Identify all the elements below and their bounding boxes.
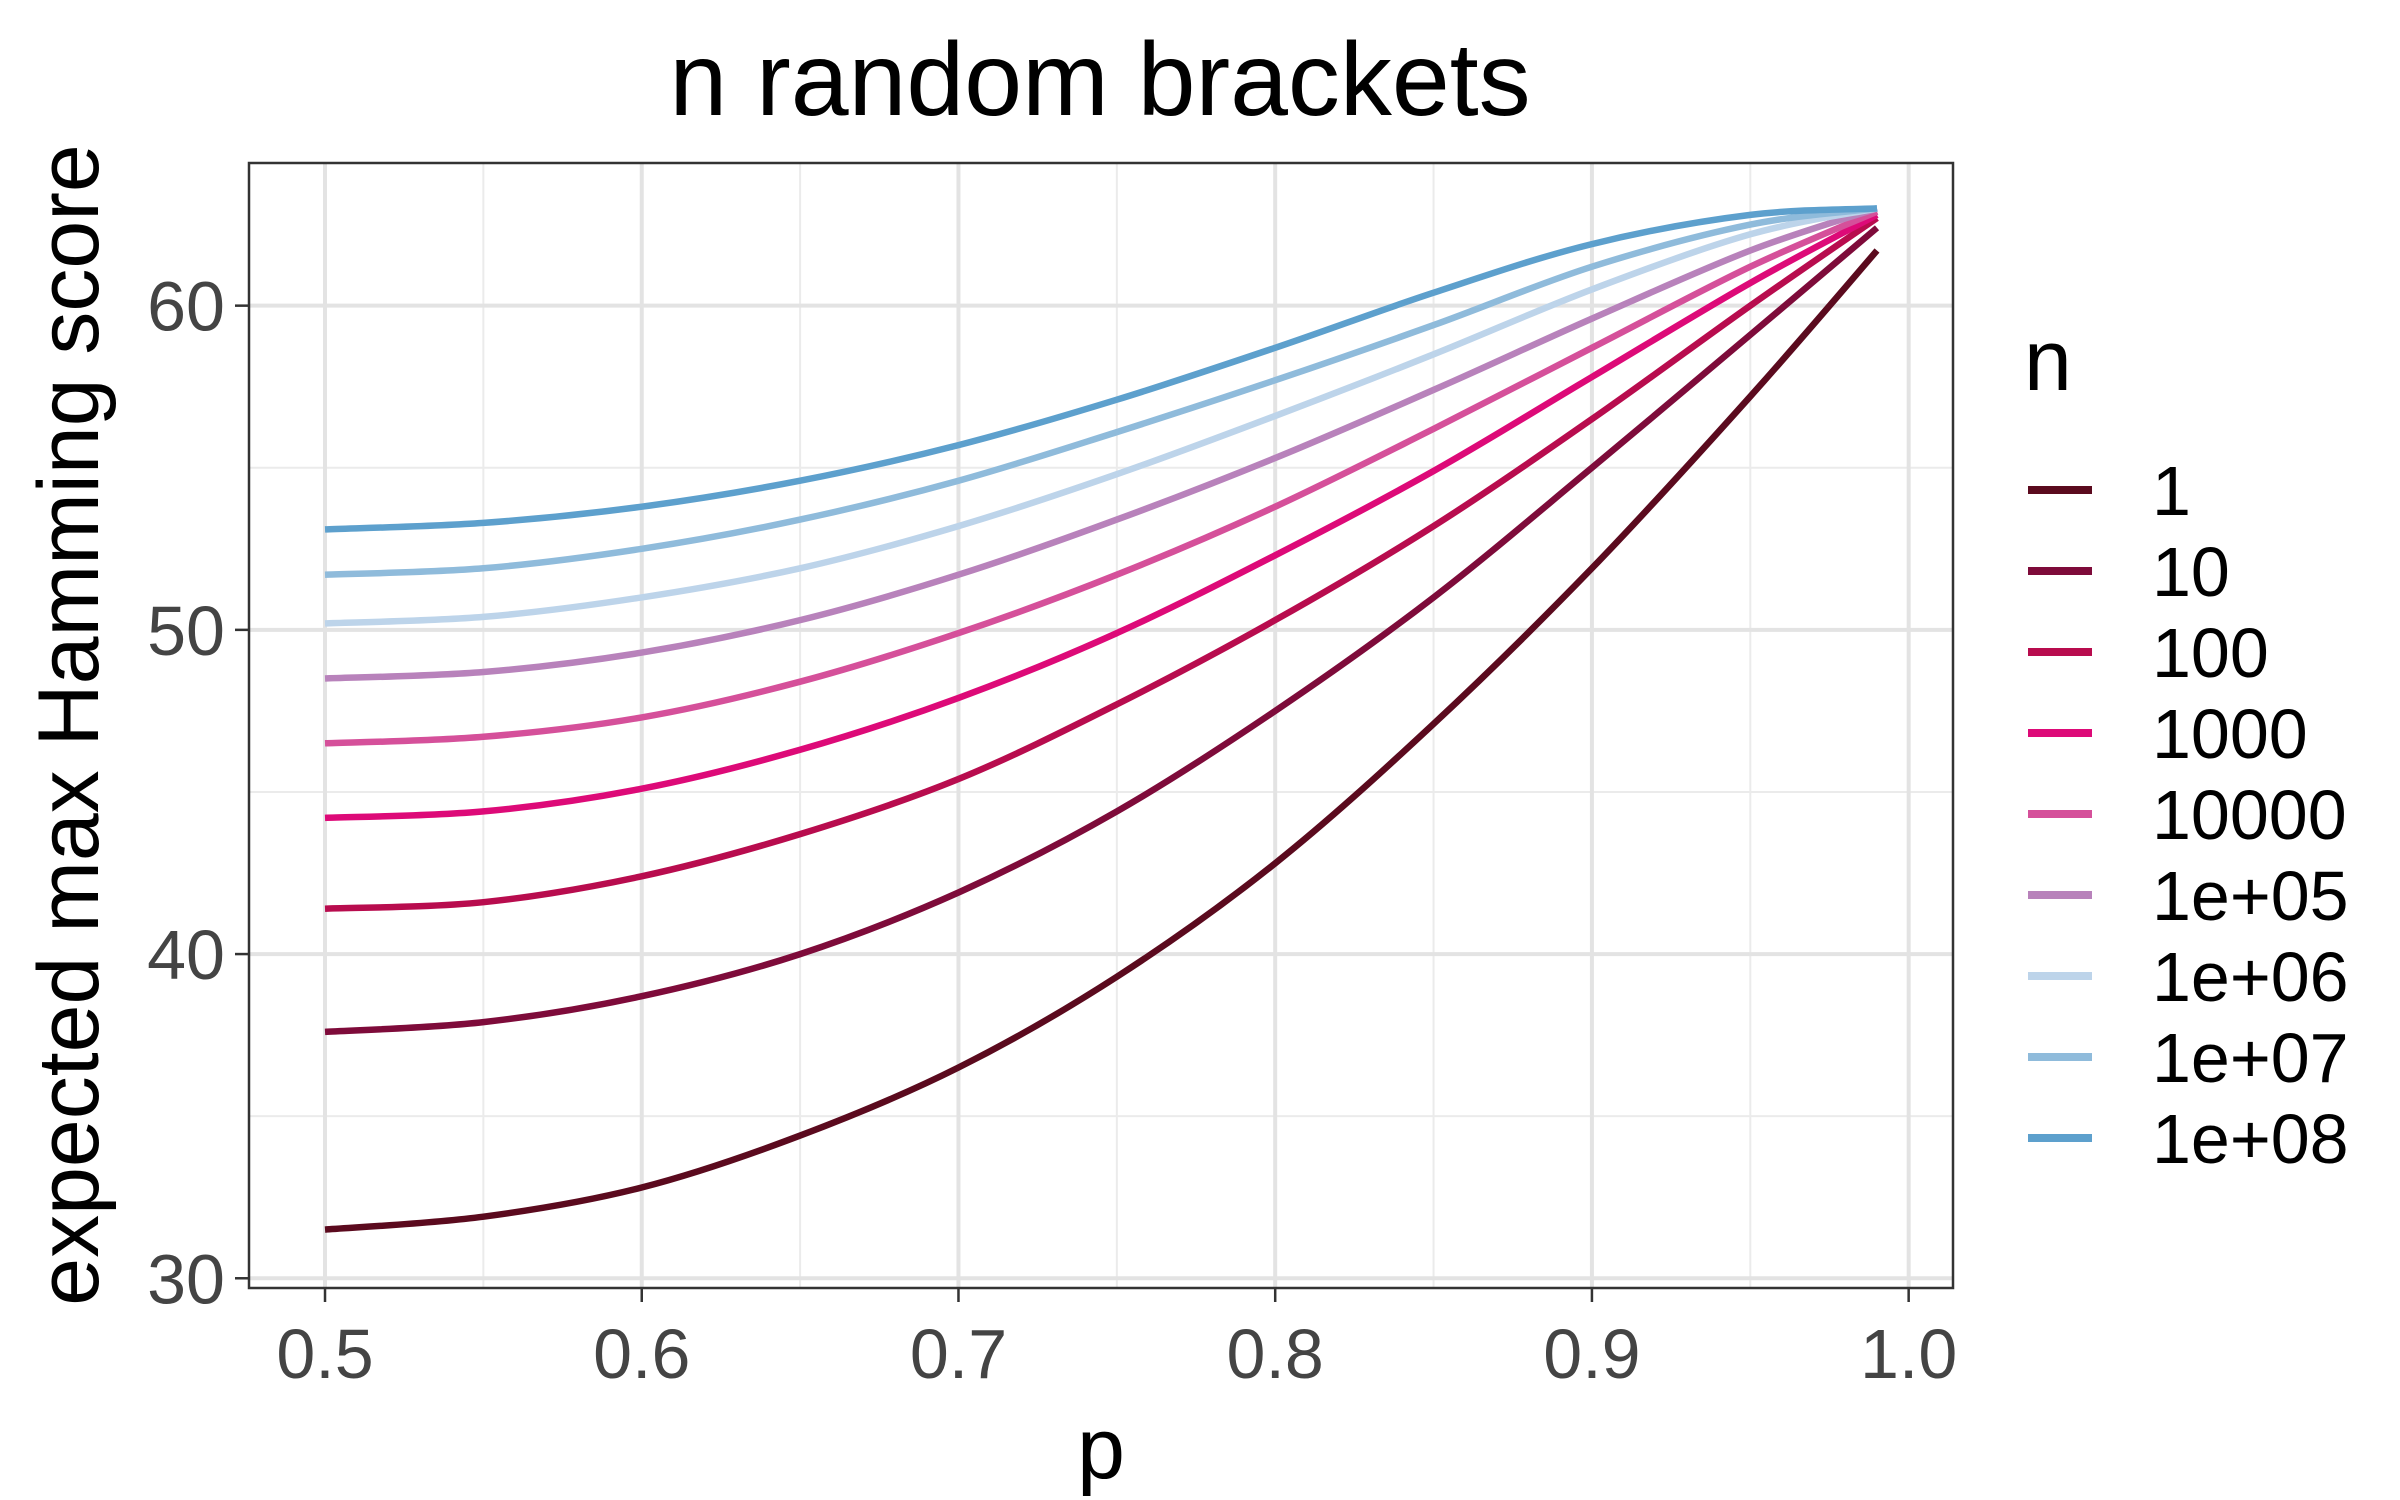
legend-label: 1000: [2152, 695, 2308, 773]
legend-label: 1e+05: [2152, 857, 2349, 935]
x-tick-label: 1.0: [1860, 1315, 1957, 1393]
legend-label: 10000: [2152, 776, 2347, 854]
series-line: [324, 212, 1879, 822]
series-line: [324, 248, 1880, 1233]
series-line: [324, 225, 1880, 1036]
series-line: [324, 205, 1879, 682]
x-tick-label: 0.9: [1543, 1315, 1640, 1393]
series-line: [324, 205, 1878, 627]
legend-title: n: [2024, 313, 2072, 409]
series-line: [324, 205, 1878, 578]
plot-border: [247, 161, 1955, 1290]
x-tick-label: 0.7: [910, 1315, 1007, 1393]
y-axis-title: expected max Hamming score: [21, 144, 117, 1305]
series-line: [324, 215, 1879, 912]
legend-label: 1e+07: [2152, 1019, 2349, 1097]
axis-ticks: [235, 304, 1910, 1302]
y-tick-label: 30: [147, 1240, 225, 1318]
x-tick-label: 0.6: [593, 1315, 690, 1393]
legend-label: 100: [2152, 614, 2269, 692]
y-tick-label: 40: [147, 916, 225, 994]
y-tick-label: 50: [147, 592, 225, 670]
plot-panel: [249, 163, 1953, 1288]
legend-label: 1: [2152, 452, 2191, 530]
x-tick-label: 0.5: [276, 1315, 373, 1393]
legend-label: 1e+06: [2152, 938, 2349, 1016]
x-tick-label: 0.8: [1227, 1315, 1324, 1393]
y-tick-labels: 30 40 50 60: [147, 268, 225, 1319]
legend-label: 10: [2152, 533, 2230, 611]
x-axis-title: p: [1077, 1401, 1125, 1497]
y-tick-label: 60: [147, 268, 225, 346]
series-lines: [324, 205, 1880, 1233]
legend-label: 1e+08: [2152, 1100, 2349, 1178]
x-tick-labels: 0.5 0.6 0.7 0.8 0.9 1.0: [276, 1315, 1957, 1393]
series-line: [324, 208, 1879, 747]
chart-title: n random brackets: [669, 22, 1530, 138]
series-line: [324, 205, 1878, 533]
